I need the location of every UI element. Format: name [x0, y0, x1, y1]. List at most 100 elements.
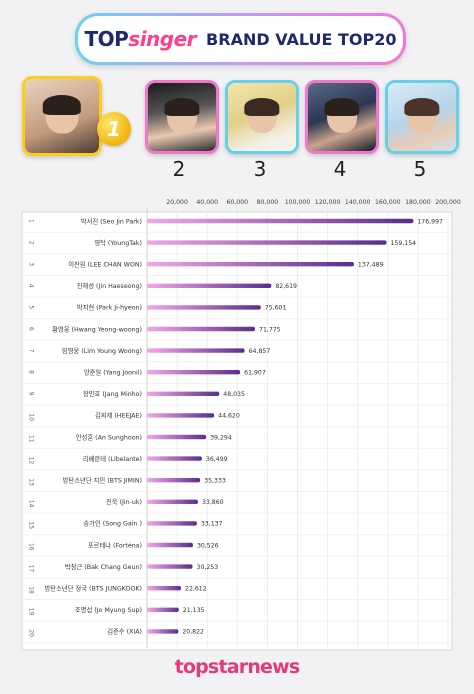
header-banner: TOPsinger BRAND VALUE TOP20: [75, 13, 406, 65]
value-bar: [147, 218, 414, 224]
hair-shape: [404, 97, 440, 116]
chart-row: 12 리베란테 (Libelante) 36,499: [22, 454, 452, 471]
artist-name-label: 박지현 (Park Ji-hyeon): [77, 303, 142, 312]
gold-medal-icon: 1: [97, 112, 131, 146]
value-bar: [147, 348, 245, 353]
chart-row: 16 포르테나 (Forténa) 30,526: [22, 540, 452, 557]
rank-5-photo: [388, 83, 456, 151]
x-tick-label: 140,000: [345, 199, 371, 206]
value-bar: [147, 413, 215, 418]
rank-label: 5: [28, 305, 35, 309]
value-bar: [147, 542, 193, 548]
artist-name-label: 리베란테 (Libelante): [83, 454, 142, 463]
hair-shape: [324, 97, 360, 116]
rank-label: 14: [28, 500, 35, 508]
hair-shape: [164, 97, 200, 116]
artist-name-label: 박서진 (Seo Jin Park): [81, 216, 142, 225]
rank-label: 9: [28, 392, 35, 396]
artist-name-label: 방탄소년단 지민 (BTS JIMIN): [63, 476, 142, 485]
rank-2-number: 2: [172, 157, 186, 181]
rank-label: 16: [28, 543, 35, 551]
rank-2-photo: [148, 83, 216, 151]
rank-1-photo-card: [22, 76, 102, 156]
chart-row: 2 영탁 (YoungTak) 159,154: [22, 238, 452, 255]
x-tick-label: 200,000: [435, 199, 461, 206]
value-bar: [147, 370, 241, 375]
rank-label: 20: [28, 629, 35, 637]
value-bar: [147, 499, 198, 504]
chart-row: 11 안성훈 (An Sunghoon) 39,294: [22, 432, 452, 449]
x-tick-label: 80,000: [257, 199, 279, 206]
value-label: 44,620: [218, 413, 240, 420]
value-label: 30,253: [197, 564, 219, 571]
value-label: 33,860: [202, 499, 224, 506]
x-tick-label: 20,000: [166, 199, 188, 206]
chart-row: 5 박지현 (Park Ji-hyeon) 75,601: [22, 303, 452, 320]
chart-row: 8 양준일 (Yang Joonil) 61,907: [22, 368, 452, 384]
artist-name-label: 방탄소년단 정국 (BTS JUNGKOOK): [44, 584, 142, 593]
medal-number: 1: [107, 117, 121, 141]
value-label: 159,154: [391, 240, 417, 247]
artist-name-label: 송가인 (Song Gain ): [83, 519, 142, 528]
value-bar: [147, 629, 179, 634]
value-bar: [147, 564, 193, 569]
artist-name-label: 영탁 (YoungTak): [94, 238, 142, 247]
rank-label: 4: [28, 284, 35, 288]
chart-row: 14 진욱 (Jin-uk) 33,860: [22, 497, 452, 514]
value-bar: [147, 586, 182, 591]
logo-singer-text: singer: [128, 27, 197, 51]
rank-5-photo-card: [385, 80, 459, 154]
x-tick-label: 120,000: [315, 199, 341, 206]
rank-5-number: 5: [413, 157, 427, 181]
value-bar: [147, 434, 207, 440]
x-tick-label: 40,000: [196, 199, 218, 206]
artist-name-label: 진해성 (Jin Haeseong): [77, 281, 142, 290]
value-bar: [147, 326, 256, 332]
value-bar: [147, 240, 387, 245]
rank-label: 15: [28, 521, 35, 529]
chart-row: 7 임영웅 (Lim Young Woong) 64,857: [22, 346, 452, 363]
value-label: 21,135: [183, 607, 205, 614]
value-bar: [147, 607, 179, 612]
chart-row: 20 김준수 (XIA) 20,822: [22, 628, 452, 644]
chart-row: 1 박서진 (Seo Jin Park) 176,997: [22, 216, 452, 233]
value-label: 137,489: [358, 262, 384, 269]
value-label: 48,035: [223, 391, 245, 398]
rank-label: 10: [28, 413, 35, 421]
x-tick-label: 160,000: [375, 199, 401, 206]
artist-name-label: 양준일 (Yang Joonil): [84, 368, 142, 377]
rank-label: 11: [28, 435, 35, 443]
value-bar: [147, 262, 354, 267]
rank-label: 1: [28, 219, 35, 223]
chart-row: 3 이찬원 (LEE CHAN WON) 137,489: [22, 260, 452, 276]
value-bar: [147, 521, 197, 526]
value-label: 36,499: [206, 456, 228, 463]
x-tick-label: 60,000: [226, 199, 248, 206]
chart-row: 6 황영웅 (Hwang Yeong-woong) 71,775: [22, 324, 452, 341]
rank-label: 2: [28, 241, 35, 245]
chart-row: 13 방탄소년단 지민 (BTS JIMIN) 35,333: [22, 476, 452, 492]
rank-label: 7: [28, 349, 35, 353]
value-label: 71,775: [259, 326, 281, 333]
rank-label: 6: [28, 327, 35, 331]
value-label: 22,612: [185, 586, 207, 593]
artist-name-label: 조명섭 (Jo Myung Sup): [75, 605, 142, 614]
topstarnews-logo: topstarnews: [174, 656, 301, 678]
rank-4-number: 4: [333, 157, 347, 181]
chart-row: 18 방탄소년단 정국 (BTS JUNGKOOK) 22,612: [22, 584, 452, 600]
value-label: 39,294: [210, 434, 232, 441]
value-label: 82,619: [275, 283, 297, 290]
rank-label: 8: [28, 370, 35, 374]
value-bar: [147, 305, 261, 310]
hair-shape: [42, 95, 82, 115]
artist-name-label: 안성훈 (An Sunghoon): [76, 432, 142, 441]
logo-top-text: TOP: [84, 27, 129, 51]
value-bar: [147, 283, 272, 288]
x-tick-label: 100,000: [285, 199, 311, 206]
x-tick-label: 180,000: [405, 199, 431, 206]
value-label: 33,137: [201, 521, 223, 528]
rank-label: 18: [28, 586, 35, 594]
value-label: 35,333: [204, 478, 226, 485]
